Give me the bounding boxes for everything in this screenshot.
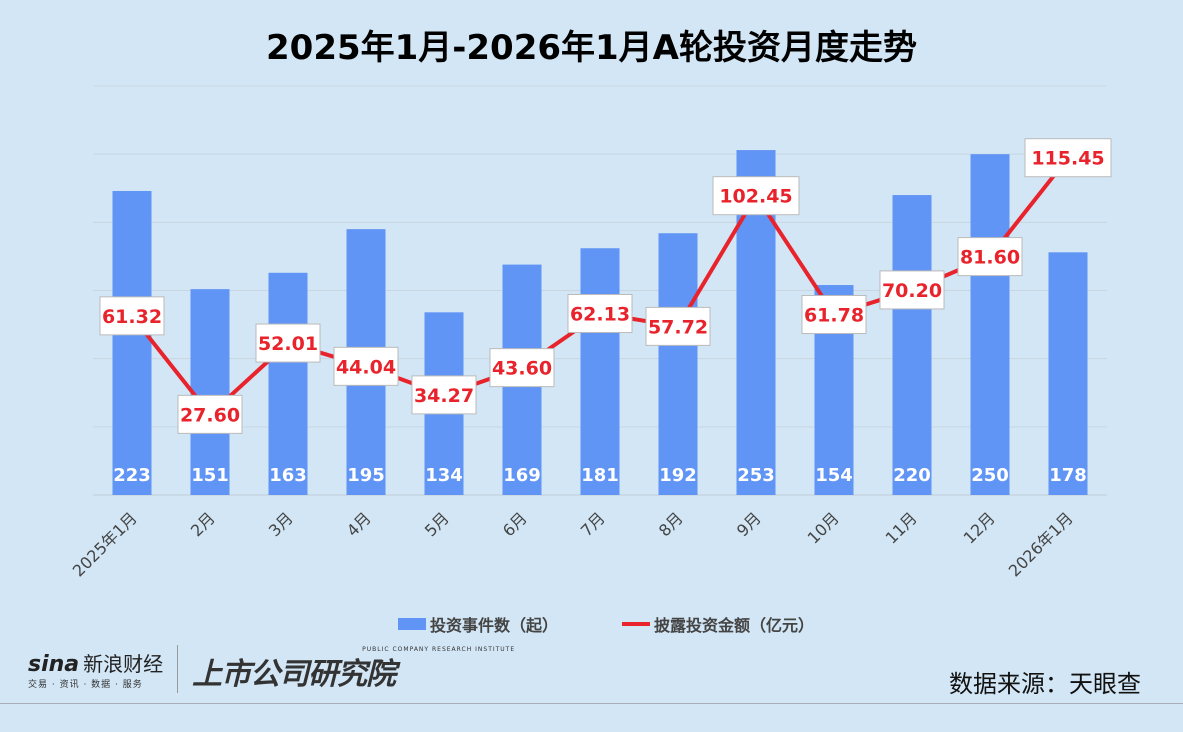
x-tick-label: 6月 <box>499 508 531 540</box>
legend-swatch-bar <box>398 618 426 630</box>
x-tick-label: 5月 <box>421 508 453 540</box>
bar-data-label: 195 <box>347 465 385 486</box>
logos: sina 新浪财经 交易 · 资讯 · 数据 · 服务 PUBLIC COMPAN… <box>28 645 515 693</box>
bar-data-label: 151 <box>191 465 229 486</box>
bar-data-label: 250 <box>971 465 1009 486</box>
line-label-box <box>712 176 800 216</box>
legend-label-line: 披露投资金额（亿元） <box>654 616 815 635</box>
line-data-label: 44.04 <box>336 356 396 378</box>
x-tick-label: 9月 <box>733 508 765 540</box>
bar <box>112 190 152 495</box>
institute-en: PUBLIC COMPANY RESEARCH INSTITUTE <box>362 645 516 653</box>
line-data-label: 57.72 <box>648 316 708 338</box>
logo-divider <box>177 645 179 693</box>
line-data-label: 81.60 <box>960 247 1020 269</box>
institute-name: 上市公司研究院 <box>192 656 396 692</box>
bar <box>190 289 230 495</box>
x-tick-label: 8月 <box>655 508 687 540</box>
bar-data-label: 178 <box>1049 465 1087 486</box>
line-label-box <box>411 375 477 415</box>
bar <box>580 248 620 495</box>
x-tick-label: 7月 <box>577 508 609 540</box>
bar-data-label: 134 <box>425 465 463 486</box>
bar-data-label: 253 <box>737 465 775 486</box>
sina-sub: 交易 · 资讯 · 数据 · 服务 <box>28 680 143 690</box>
bar <box>658 233 698 496</box>
x-tick-label: 2月 <box>187 508 219 540</box>
line-label-box <box>489 348 555 388</box>
bar-data-label: 223 <box>113 465 151 486</box>
line-label-box <box>255 323 321 363</box>
sina-logo: sina 新浪财经 交易 · 资讯 · 数据 · 服务 <box>28 648 163 690</box>
line-data-label: 115.45 <box>1031 148 1104 170</box>
bar <box>970 154 1010 495</box>
bar-data-label: 192 <box>659 465 697 486</box>
line-data-label: 43.60 <box>492 358 552 380</box>
footer-divider <box>0 703 1183 704</box>
legend-label-bars: 投资事件数（起） <box>430 616 559 635</box>
line-label-box <box>1024 138 1112 178</box>
legend-item-bars: 投资事件数（起） <box>398 612 558 636</box>
x-tick-label: 12月 <box>960 508 999 547</box>
line-data-label: 62.13 <box>570 303 630 325</box>
line-label-box <box>99 296 165 336</box>
bar <box>1048 252 1088 495</box>
legend-swatch-line <box>622 622 650 626</box>
line-label-box <box>879 270 945 310</box>
line-label-box <box>801 295 867 335</box>
line-label-box <box>645 306 711 346</box>
x-tick-label: 3月 <box>265 508 297 540</box>
line-label-box <box>957 237 1023 277</box>
institute-logo: PUBLIC COMPANY RESEARCH INSTITUTE 上市公司研究… <box>192 646 515 693</box>
line-data-label: 52.01 <box>258 333 318 355</box>
bar <box>892 195 932 496</box>
bar-data-label: 163 <box>269 465 307 486</box>
line-data-label: 27.60 <box>180 404 240 426</box>
bar <box>268 272 308 495</box>
sina-wordmark: sina <box>28 652 80 677</box>
sina-cn: 新浪财经 <box>83 652 164 676</box>
x-tick-label: 10月 <box>804 508 843 547</box>
data-source: 数据来源：天眼查 <box>949 670 1141 698</box>
bar-data-label: 169 <box>503 465 541 486</box>
bar-data-label: 181 <box>581 465 619 486</box>
line-data-label: 34.27 <box>414 385 474 407</box>
line-data-label: 102.45 <box>719 186 792 208</box>
x-tick-label: 11月 <box>882 508 921 547</box>
x-tick-label: 4月 <box>343 508 375 540</box>
bar-data-label: 154 <box>815 465 853 486</box>
chart-title: 2025年1月-2026年1月A轮投资月度走势 <box>266 28 917 68</box>
line-label-box <box>567 293 633 333</box>
bar-data-label: 220 <box>893 465 931 486</box>
legend-item-line: 披露投资金额（亿元） <box>622 612 814 636</box>
x-tick-label: 2025年1月 <box>69 508 141 580</box>
line-data-label: 61.32 <box>102 306 162 328</box>
line-data-label: 70.20 <box>882 280 942 302</box>
line-label-box <box>333 346 399 386</box>
line-label-box <box>177 394 243 434</box>
x-tick-label: 2026年1月 <box>1005 508 1077 580</box>
line-data-label: 61.78 <box>804 305 864 327</box>
